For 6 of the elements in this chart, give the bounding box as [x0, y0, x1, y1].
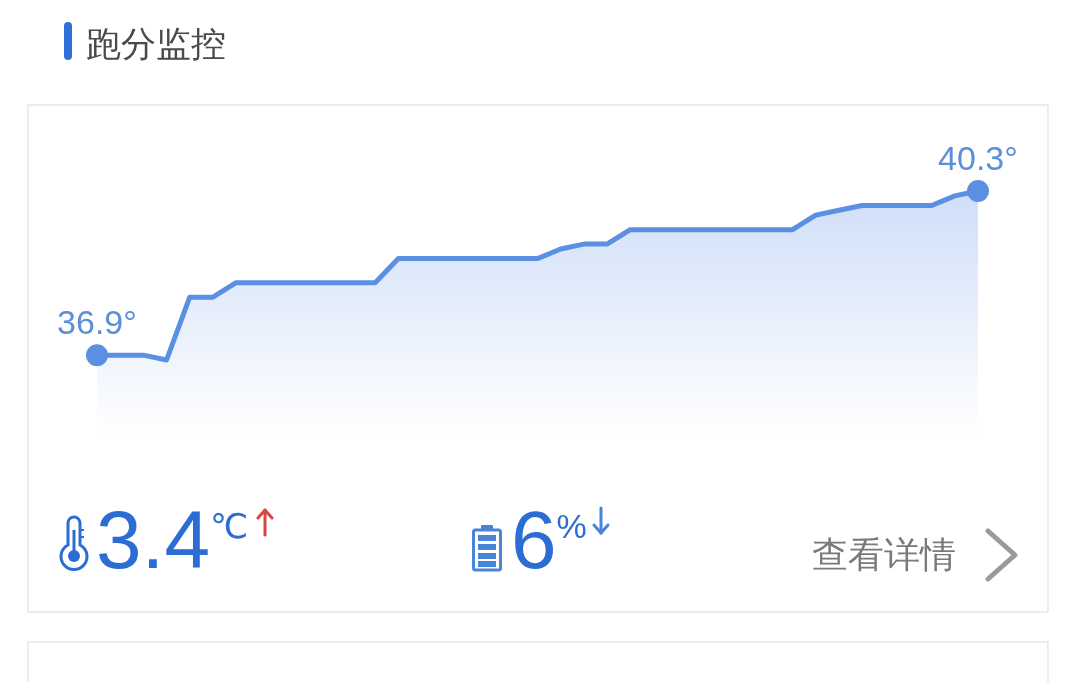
- chart-title: 跑分监控: [86, 24, 226, 63]
- annotation: 查看详情: [812, 534, 956, 575]
- annotation: 6$^{%}$: [511, 494, 587, 585]
- data-label: 36.9°: [57, 303, 137, 342]
- annotation: 3.4$^{℃}$: [96, 494, 249, 585]
- data-label: 40.3°: [938, 139, 1018, 177]
